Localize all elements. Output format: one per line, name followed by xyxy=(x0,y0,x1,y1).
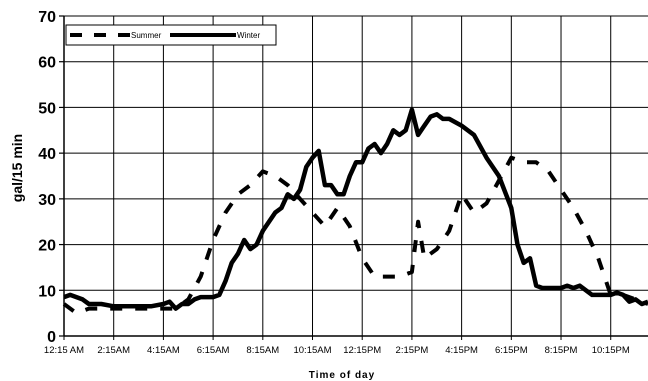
y-tick-labels: 0 10 20 30 40 50 60 70 xyxy=(38,9,56,346)
y-tick-label: 70 xyxy=(38,9,56,26)
series-line-winter xyxy=(63,107,648,311)
gridlines xyxy=(64,15,648,336)
x-axis-title: Time of day xyxy=(309,370,375,381)
y-tick-label: 30 xyxy=(38,192,56,209)
legend: Summer Winter xyxy=(65,24,277,46)
x-tick-label: 10:15AM xyxy=(293,345,331,356)
legend-label-winter: Winter xyxy=(237,31,260,40)
series-line-summer xyxy=(62,155,648,316)
x-tick-label: 6:15AM xyxy=(197,345,230,356)
axes xyxy=(59,15,648,340)
y-axis-title: gal/15 min xyxy=(9,134,25,202)
x-tick-label: 8:15PM xyxy=(545,345,578,356)
series-layer xyxy=(62,107,648,316)
x-tick-label: 2:15PM xyxy=(396,345,429,356)
y-tick-label: 60 xyxy=(38,55,56,72)
x-tick-label: 8:15AM xyxy=(246,345,279,356)
legend-label-summer: Summer xyxy=(131,31,162,40)
y-tick-label: 0 xyxy=(47,329,56,346)
x-tick-label: 2:15AM xyxy=(97,345,130,356)
x-tick-label: 4:15PM xyxy=(445,345,478,356)
x-tick-label: 12:15 AM xyxy=(44,345,84,356)
x-tick-label: 10:15PM xyxy=(592,345,630,356)
y-tick-label: 40 xyxy=(38,146,56,163)
x-tick-label: 4:15AM xyxy=(147,345,180,356)
x-tick-labels: 12:15 AM 2:15AM 4:15AM 6:15AM 8:15AM 10:15AM 1… xyxy=(44,345,630,356)
y-tick-label: 20 xyxy=(38,238,56,255)
y-tick-label: 10 xyxy=(38,283,56,300)
x-tick-label: 6:15PM xyxy=(495,345,528,356)
x-tick-label: 12:15PM xyxy=(343,345,381,356)
y-tick-label: 50 xyxy=(38,100,56,117)
